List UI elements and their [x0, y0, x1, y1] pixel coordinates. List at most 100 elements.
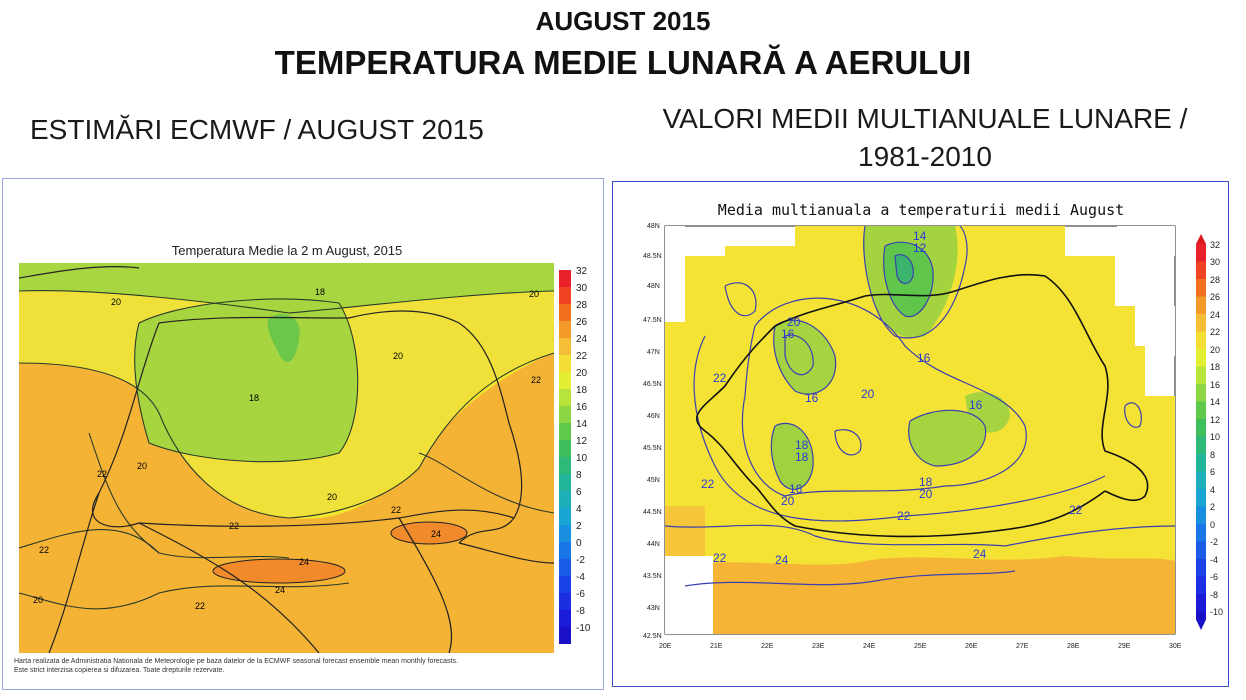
colorbar-label: 18 [1210, 362, 1220, 372]
lat-label: 48N [647, 283, 660, 290]
colorbar-label: -6 [576, 589, 585, 600]
colorbar-label: 14 [576, 419, 588, 430]
contour-label: 18 [249, 393, 259, 403]
colorbar-label: -2 [1210, 537, 1218, 547]
month-title: AUGUST 2015 [535, 6, 711, 36]
colorbar-label: 2 [576, 521, 582, 532]
contour-label: 22 [713, 371, 727, 385]
contour-label: 20 [33, 595, 43, 605]
colorbar-label: 16 [576, 402, 588, 413]
multiannual-map-panel: Media multianuala a temperaturii medii A… [612, 181, 1229, 687]
contour-label: 18 [795, 438, 809, 452]
lat-label: 44N [647, 541, 660, 548]
colorbar-label: 24 [576, 334, 588, 345]
colorbar-label: -8 [576, 606, 585, 617]
contour-label: 20 [327, 492, 337, 502]
lat-label: 43N [647, 605, 660, 612]
left-panel-heading: ESTIMĂRI ECMWF / AUGUST 2015 [30, 114, 484, 145]
field-16-18-center [908, 410, 986, 466]
no-data-ne [1117, 226, 1175, 256]
multiannual-map-title: Media multianuala a temperaturii medii A… [718, 201, 1124, 219]
lon-label: 25E [914, 643, 927, 650]
field-12-14-north [895, 254, 914, 284]
ecmwf-contour-labels: 20 18 20 22 18 20 22 20 22 22 24 24 24 2… [33, 287, 541, 611]
colorbar-label: 22 [1210, 327, 1220, 337]
contour-label: 22 [391, 505, 401, 515]
ecmwf-map-title: Temperatura Medie la 2 m August, 2015 [172, 243, 403, 258]
colorbar-label: 10 [1210, 432, 1220, 442]
field-18-20-center [134, 299, 358, 462]
lat-label: 47N [647, 349, 660, 356]
colorbar-label: 22 [576, 351, 588, 362]
contour-label: 18 [315, 287, 325, 297]
colorbar-label: 2 [1210, 502, 1215, 512]
colorbar-label: 14 [1210, 397, 1220, 407]
lat-labels: 48N 48.5N 48N 47.5N 47N 46.5N 46N 45.5N … [643, 223, 662, 640]
colorbar-label: 0 [576, 538, 582, 549]
colorbar-label: 26 [576, 317, 588, 328]
lat-label: 48.5N [643, 253, 662, 260]
ecmwf-map: Temperatura Medie la 2 m August, 2015 [18, 243, 591, 654]
field-16-18-east [965, 392, 1010, 433]
colorbar-label: -8 [1210, 590, 1218, 600]
colorbar-label: 8 [576, 470, 582, 481]
contour-label: 18 [919, 475, 933, 489]
lon-label: 26E [965, 643, 978, 650]
colorbar-label: -2 [576, 555, 585, 566]
credit-line1: Harta realizata de Administratia Nationa… [14, 658, 458, 665]
contour-label: 16 [917, 351, 931, 365]
border-lines [18, 266, 555, 654]
colorbar-label: 10 [576, 453, 588, 464]
lon-label: 24E [863, 643, 876, 650]
colorbar-label: 6 [576, 487, 582, 498]
lon-label: 30E [1169, 643, 1182, 650]
contour-label: 20 [781, 494, 795, 508]
contour-label: 22 [195, 601, 205, 611]
no-data-sw [665, 556, 713, 634]
romania-border [696, 273, 1149, 538]
contour-label: 20 [787, 315, 801, 329]
ecmwf-map-panel: Temperatura Medie la 2 m August, 2015 [2, 178, 604, 690]
credit-line2: Este strict interzisa copierea si difuza… [14, 667, 225, 674]
field-24-cell-east [390, 521, 468, 545]
contour-label: 16 [969, 398, 983, 412]
field-16-18-west [773, 320, 836, 395]
contour-label: 22 [701, 477, 715, 491]
contour-label: 20 [861, 387, 875, 401]
colorbar-label: 18 [576, 385, 588, 396]
colorbar-label: 26 [1210, 292, 1220, 302]
no-data-e [1155, 306, 1175, 356]
map-credit: Harta realizata de Administratia Nationa… [14, 657, 458, 675]
colorbar-label: 6 [1210, 467, 1215, 477]
lon-label: 21E [710, 643, 723, 650]
contour-label: 22 [713, 551, 727, 565]
colorbar-label: 4 [576, 504, 582, 515]
contour-label: 20 [529, 289, 539, 299]
multiannual-colorbar: 32 30 28 26 24 22 20 18 16 14 12 10 8 6 … [1196, 234, 1223, 630]
lat-label: 45.5N [643, 445, 662, 452]
lon-label: 29E [1118, 643, 1131, 650]
contour-label: 16 [805, 391, 819, 405]
contour-label: 20 [111, 297, 121, 307]
colorbar-label: -4 [1210, 555, 1218, 565]
lat-label: 42.5N [643, 633, 662, 640]
colorbar-label: -6 [1210, 572, 1218, 582]
right-heading-line2: 1981-2010 [858, 141, 992, 172]
lon-label: 27E [1016, 643, 1029, 650]
lat-label: 47.5N [643, 317, 662, 324]
contour-label: 24 [973, 547, 987, 561]
lat-label: 43.5N [643, 573, 662, 580]
colorbar-label: 8 [1210, 450, 1215, 460]
contour-label: 24 [431, 529, 441, 539]
colorbar-label: 0 [1210, 520, 1215, 530]
field-16-18-sw [771, 423, 814, 490]
lat-label: 45N [647, 477, 660, 484]
right-heading-line1: VALORI MEDII MULTIANUALE LUNARE / [662, 103, 1188, 134]
field-24-sw [665, 506, 705, 566]
lat-label: 48N [647, 223, 660, 230]
colorbar-label: 28 [1210, 275, 1220, 285]
field-16-18-cell [267, 314, 300, 362]
lon-label: 23E [812, 643, 825, 650]
contour-label: 22 [39, 545, 49, 555]
contour-label: 16 [781, 327, 795, 341]
